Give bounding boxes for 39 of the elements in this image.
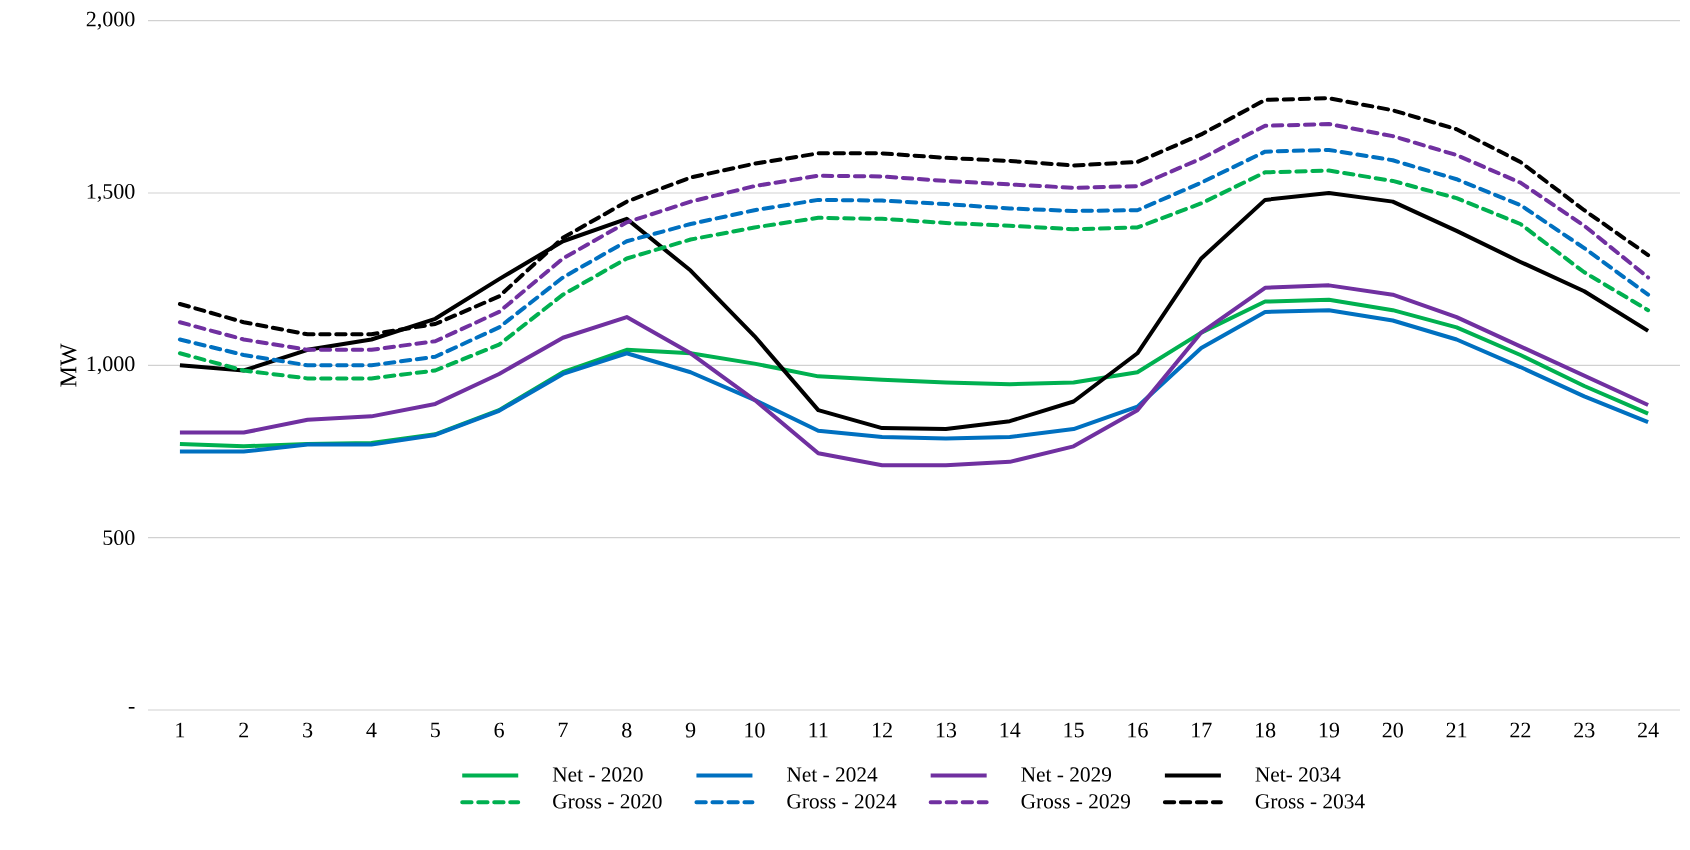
x-tick-label: 23 bbox=[1574, 722, 1595, 738]
y-tick-label: 1,500 bbox=[87, 183, 135, 203]
x-tick-label: 4 bbox=[366, 722, 377, 738]
x-tick-label: 14 bbox=[1000, 722, 1021, 738]
legend-label: Gross - 2020 bbox=[553, 794, 662, 809]
y-tick-label: 1,000 bbox=[87, 356, 135, 375]
legend-label: Net - 2029 bbox=[1021, 767, 1112, 782]
x-tick-label: 1 bbox=[176, 722, 185, 738]
x-tick-label: 5 bbox=[431, 722, 440, 738]
x-tick-label: 2 bbox=[239, 722, 249, 738]
x-tick-label: 13 bbox=[936, 722, 957, 738]
x-tick-label: 11 bbox=[809, 722, 828, 738]
y-axis-title: MW bbox=[60, 343, 77, 387]
x-tick-label: 20 bbox=[1382, 722, 1403, 738]
x-tick-label: 22 bbox=[1510, 722, 1531, 738]
x-tick-label: 8 bbox=[622, 722, 632, 738]
x-tick-label: 10 bbox=[745, 722, 765, 738]
x-tick-label: 3 bbox=[303, 722, 313, 738]
legend-label: Net- 2034 bbox=[1255, 767, 1341, 782]
x-tick-label: 21 bbox=[1446, 722, 1467, 738]
y-tick-label: 2,000 bbox=[86, 11, 135, 30]
x-tick-label: 9 bbox=[685, 722, 696, 738]
legend-label: Net - 2024 bbox=[787, 767, 878, 782]
legend-label: Gross - 2024 bbox=[787, 794, 897, 809]
x-tick-label: 24 bbox=[1638, 722, 1659, 738]
line-series bbox=[177, 122, 1651, 352]
x-tick-label: 12 bbox=[873, 722, 892, 738]
legend-label: Gross - 2034 bbox=[1255, 794, 1365, 809]
x-tick-label: 15 bbox=[1064, 722, 1084, 738]
x-tick-label: 17 bbox=[1192, 722, 1212, 738]
y-tick-label: - bbox=[128, 707, 135, 709]
x-tick-label: 18 bbox=[1256, 722, 1276, 738]
x-tick-label: 6 bbox=[494, 722, 504, 738]
x-tick-label: 16 bbox=[1128, 722, 1148, 738]
y-tick-label: 500 bbox=[103, 530, 135, 546]
x-tick-label: 19 bbox=[1319, 722, 1340, 738]
legend-label: Gross - 2029 bbox=[1021, 794, 1130, 809]
x-tick-label: 7 bbox=[558, 722, 568, 738]
legend-label: Net - 2020 bbox=[552, 767, 643, 782]
